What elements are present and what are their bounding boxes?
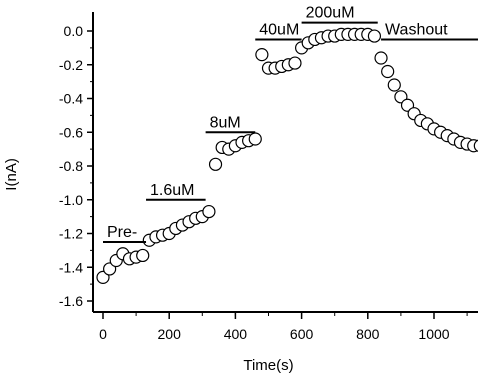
data-point [202,204,216,219]
data-point [473,139,478,152]
y-tick-label: -0.4 [59,91,83,107]
y-axis-title: I(nA) [3,158,20,191]
annotations: Pre- 1.6uM 8uM 40uM 200uM Washout [103,5,478,243]
y-tick-label: -1.0 [59,192,83,208]
x-tick-label: 1000 [418,326,449,342]
data-point [374,51,388,65]
y-tick-label: -1.6 [59,293,83,309]
data-point [208,157,223,171]
y-tick-label: -0.6 [59,124,83,140]
annotation-label: 8uM [210,114,241,131]
x-tick-label: 800 [356,326,380,342]
y-tick-label: -0.2 [59,57,83,73]
x-tick-label: 0 [99,326,107,342]
data-point [255,48,269,62]
y-tick-label: 0.0 [64,23,84,39]
annotation-label: 1.6uM [150,182,194,199]
data-point [248,132,262,146]
data-points [96,27,478,284]
annotation-label: 200uM [306,5,355,22]
annotation-label: Washout [385,21,448,38]
x-tick-label: 200 [158,326,182,342]
annotation-label: Pre- [107,224,137,241]
x-tick-label: 600 [290,326,314,342]
axes: 0.0 -0.2 -0.4 -0.6 -0.8 -1.0 -1.2 -1.4 -1.6 0 200 4… [59,12,478,342]
data-point [387,78,401,92]
y-tick-label: -1.4 [59,259,83,275]
data-point [288,56,302,70]
x-axis-title: Time(s) [243,357,293,373]
annotation-label: 40uM [259,21,299,38]
y-tick-label: -0.8 [59,158,83,174]
data-point [381,64,395,79]
x-tick-label: 400 [224,326,248,342]
data-point [367,29,382,43]
data-point [136,248,150,263]
y-tick-label: -1.2 [59,226,83,242]
